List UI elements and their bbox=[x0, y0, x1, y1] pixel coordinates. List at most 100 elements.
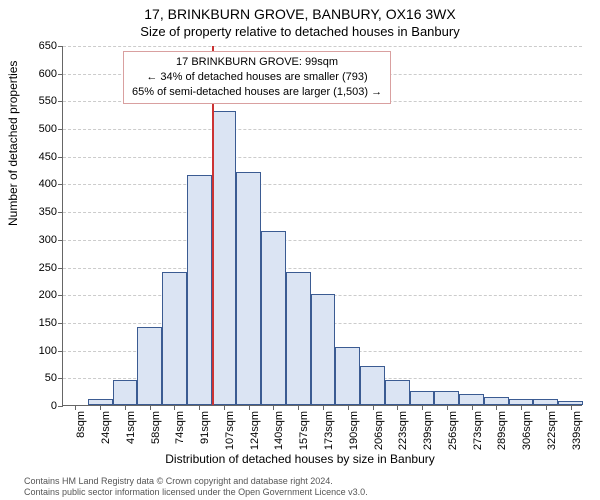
x-tick-mark bbox=[373, 405, 374, 410]
y-tick-label: 350 bbox=[39, 206, 57, 218]
y-tick-label: 400 bbox=[39, 178, 57, 190]
x-axis-label: Distribution of detached houses by size … bbox=[0, 452, 600, 466]
x-tick-label: 91sqm bbox=[199, 411, 211, 444]
x-tick-label: 124sqm bbox=[249, 411, 261, 450]
x-tick-label: 289sqm bbox=[496, 411, 508, 450]
x-tick-mark bbox=[546, 405, 547, 410]
x-tick-label: 190sqm bbox=[348, 411, 360, 450]
x-tick-mark bbox=[472, 405, 473, 410]
y-tick-label: 550 bbox=[39, 95, 57, 107]
gridline bbox=[63, 268, 582, 269]
x-tick-mark bbox=[174, 405, 175, 410]
histogram-bar bbox=[360, 366, 385, 405]
x-tick-label: 41sqm bbox=[125, 411, 137, 444]
y-tick-label: 600 bbox=[39, 68, 57, 80]
x-tick-mark bbox=[348, 405, 349, 410]
y-tick-mark bbox=[58, 295, 63, 296]
annotation-line: 17 BRINKBURN GROVE: 99sqm bbox=[132, 55, 382, 70]
annotation-line: ← 34% of detached houses are smaller (79… bbox=[132, 70, 382, 85]
x-tick-label: 58sqm bbox=[150, 411, 162, 444]
gridline bbox=[63, 129, 582, 130]
y-tick-mark bbox=[58, 157, 63, 158]
x-tick-label: 157sqm bbox=[298, 411, 310, 450]
y-tick-label: 100 bbox=[39, 345, 57, 357]
histogram-bar bbox=[113, 380, 138, 405]
y-tick-label: 200 bbox=[39, 289, 57, 301]
y-tick-mark bbox=[58, 212, 63, 213]
x-tick-mark bbox=[75, 405, 76, 410]
y-tick-label: 50 bbox=[45, 372, 57, 384]
x-tick-label: 223sqm bbox=[397, 411, 409, 450]
chart-container: 17, BRINKBURN GROVE, BANBURY, OX16 3WX S… bbox=[0, 0, 600, 500]
y-tick-mark bbox=[58, 351, 63, 352]
x-tick-label: 74sqm bbox=[174, 411, 186, 444]
histogram-bar bbox=[187, 175, 212, 405]
x-tick-label: 24sqm bbox=[100, 411, 112, 444]
x-tick-mark bbox=[224, 405, 225, 410]
annotation-box: 17 BRINKBURN GROVE: 99sqm← 34% of detach… bbox=[123, 51, 391, 104]
footer-line-2: Contains public sector information licen… bbox=[24, 487, 368, 498]
y-tick-label: 250 bbox=[39, 262, 57, 274]
gridline bbox=[63, 212, 582, 213]
y-tick-mark bbox=[58, 240, 63, 241]
histogram-bar bbox=[410, 391, 435, 405]
histogram-bar bbox=[385, 380, 410, 405]
y-tick-label: 450 bbox=[39, 151, 57, 163]
y-tick-label: 500 bbox=[39, 123, 57, 135]
x-tick-label: 273sqm bbox=[472, 411, 484, 450]
x-tick-label: 339sqm bbox=[571, 411, 583, 450]
y-axis-label: Number of detached properties bbox=[6, 61, 20, 226]
y-tick-mark bbox=[58, 129, 63, 130]
histogram-bar bbox=[137, 327, 162, 405]
x-tick-mark bbox=[323, 405, 324, 410]
y-tick-mark bbox=[58, 101, 63, 102]
y-tick-mark bbox=[58, 323, 63, 324]
y-tick-mark bbox=[58, 184, 63, 185]
x-tick-label: 239sqm bbox=[422, 411, 434, 450]
x-tick-mark bbox=[125, 405, 126, 410]
histogram-bar bbox=[261, 231, 286, 405]
y-tick-label: 150 bbox=[39, 317, 57, 329]
y-tick-mark bbox=[58, 74, 63, 75]
y-tick-mark bbox=[58, 268, 63, 269]
gridline bbox=[63, 240, 582, 241]
histogram-bar bbox=[484, 397, 509, 405]
histogram-bar bbox=[459, 394, 484, 405]
x-tick-mark bbox=[447, 405, 448, 410]
chart-subtitle: Size of property relative to detached ho… bbox=[0, 24, 600, 39]
x-tick-mark bbox=[249, 405, 250, 410]
y-tick-mark bbox=[58, 406, 63, 407]
histogram-bar bbox=[434, 391, 459, 405]
y-tick-mark bbox=[58, 46, 63, 47]
annotation-line: 65% of semi-detached houses are larger (… bbox=[132, 85, 382, 100]
gridline bbox=[63, 46, 582, 47]
x-tick-mark bbox=[199, 405, 200, 410]
x-tick-mark bbox=[273, 405, 274, 410]
histogram-bar bbox=[162, 272, 187, 405]
footer-attribution: Contains HM Land Registry data © Crown c… bbox=[24, 476, 368, 498]
x-tick-mark bbox=[397, 405, 398, 410]
y-tick-label: 300 bbox=[39, 234, 57, 246]
plot-area: 0501001502002503003504004505005506006508… bbox=[62, 46, 582, 406]
x-tick-label: 306sqm bbox=[521, 411, 533, 450]
y-tick-mark bbox=[58, 378, 63, 379]
x-tick-label: 322sqm bbox=[546, 411, 558, 450]
x-tick-mark bbox=[496, 405, 497, 410]
histogram-bar bbox=[286, 272, 311, 405]
y-tick-label: 0 bbox=[51, 400, 57, 412]
x-tick-label: 173sqm bbox=[323, 411, 335, 450]
gridline bbox=[63, 157, 582, 158]
histogram-bar bbox=[236, 172, 261, 405]
x-tick-mark bbox=[422, 405, 423, 410]
x-tick-label: 107sqm bbox=[224, 411, 236, 450]
x-tick-label: 206sqm bbox=[373, 411, 385, 450]
histogram-bar bbox=[311, 294, 336, 405]
x-tick-label: 256sqm bbox=[447, 411, 459, 450]
x-tick-mark bbox=[521, 405, 522, 410]
gridline bbox=[63, 184, 582, 185]
x-tick-mark bbox=[100, 405, 101, 410]
footer-line-1: Contains HM Land Registry data © Crown c… bbox=[24, 476, 368, 487]
histogram-bar bbox=[212, 111, 237, 405]
x-tick-label: 8sqm bbox=[75, 411, 87, 438]
y-tick-label: 650 bbox=[39, 40, 57, 52]
